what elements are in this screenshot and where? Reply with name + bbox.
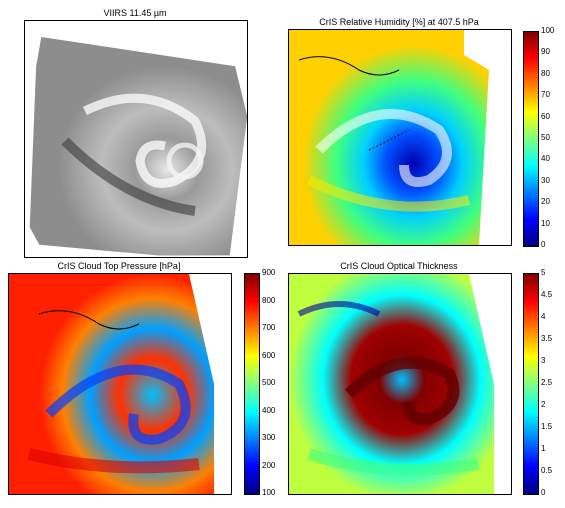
optical-thickness-title: CrIS Cloud Optical Thickness xyxy=(340,261,458,271)
viirs-panel-title: VIIRS 11.45 µm xyxy=(103,8,167,18)
colorbar-tick-label: 10 xyxy=(541,218,550,228)
colorbar-tick-label: 3 xyxy=(541,356,546,365)
colorbar-tick-label: 400 xyxy=(262,405,276,415)
optical-thickness-colorbar xyxy=(523,273,539,495)
colorbar-tick-label: 1.5 xyxy=(541,422,553,431)
colorbar-tick-label: 5 xyxy=(541,268,546,277)
colorbar-tick-label: 300 xyxy=(262,433,276,442)
viirs-satellite-image xyxy=(29,36,247,256)
humidity-map-panel xyxy=(288,29,512,246)
humidity-colorbar-ticks: 100 90 80 70 60 50 40 30 20 10 0 xyxy=(541,27,565,249)
humidity-colorbar xyxy=(523,31,539,247)
colorbar-tick-label: 4.5 xyxy=(541,290,553,299)
colorbar-tick-label: 900 xyxy=(262,268,276,277)
colorbar-tick-label: 2 xyxy=(541,400,546,409)
colorbar-tick-label: 70 xyxy=(541,90,550,100)
cloud-top-pressure-map xyxy=(9,274,214,494)
colorbar-tick-label: 20 xyxy=(541,197,550,207)
colorbar-tick-label: 200 xyxy=(262,460,276,470)
cloud-top-pressure-title: CrIS Cloud Top Pressure [hPa] xyxy=(57,261,181,271)
colorbar-tick-label: 0.5 xyxy=(541,466,553,475)
cloud-top-pressure-colorbar-ticks: 900 800 700 600 500 400 300 200 100 xyxy=(262,269,286,497)
colorbar-tick-label: 100 xyxy=(262,488,276,497)
colorbar-tick-label: 600 xyxy=(262,350,276,360)
colorbar-tick-label: 60 xyxy=(541,111,550,121)
cloud-top-pressure-panel xyxy=(8,273,232,495)
colorbar-tick-label: 100 xyxy=(541,26,555,35)
colorbar-tick-label: 2.5 xyxy=(541,378,553,387)
optical-thickness-panel xyxy=(288,273,512,495)
colorbar-tick-label: 500 xyxy=(262,378,276,387)
viirs-image-panel xyxy=(24,20,248,258)
colorbar-tick-label: 80 xyxy=(541,68,550,78)
optical-thickness-map xyxy=(289,274,494,494)
colorbar-tick-label: 800 xyxy=(262,295,276,305)
colorbar-tick-label: 40 xyxy=(541,154,550,164)
colorbar-tick-label: 30 xyxy=(541,175,550,185)
humidity-panel-title: CrIS Relative Humidity [%] at 407.5 hPa xyxy=(319,17,479,27)
colorbar-tick-label: 90 xyxy=(541,47,550,57)
cloud-top-pressure-colorbar xyxy=(244,273,260,495)
colorbar-tick-label: 4 xyxy=(541,312,546,321)
optical-thickness-colorbar-ticks: 5 4.5 4 3.5 3 2.5 2 1.5 1 0.5 0 xyxy=(541,269,565,497)
colorbar-tick-label: 3.5 xyxy=(541,334,553,343)
colorbar-tick-label: 1 xyxy=(541,444,546,453)
colorbar-tick-label: 0 xyxy=(541,488,546,497)
colorbar-tick-label: 50 xyxy=(541,133,550,142)
colorbar-tick-label: 700 xyxy=(262,323,276,332)
humidity-map xyxy=(289,30,489,245)
colorbar-tick-label: 0 xyxy=(541,240,546,249)
